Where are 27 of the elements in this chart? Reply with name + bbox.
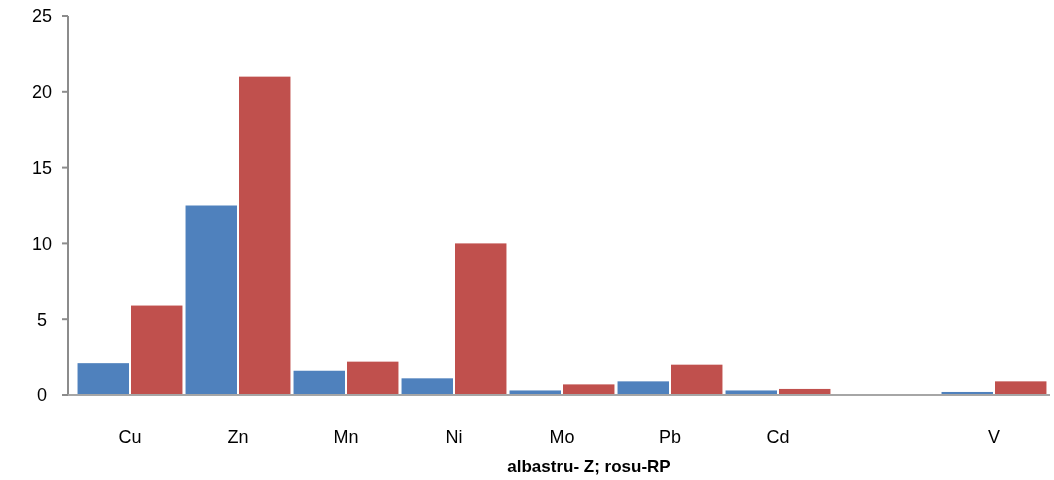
x-tick-label: Cu <box>118 427 142 448</box>
bar <box>995 381 1047 395</box>
bar <box>185 205 237 395</box>
y-tick-label: 15 <box>31 157 53 178</box>
bar <box>455 243 507 395</box>
x-tick-label: Ni <box>445 427 463 448</box>
x-tick-label: Mo <box>549 427 575 448</box>
bar <box>401 378 453 395</box>
y-tick-label: 20 <box>31 82 53 103</box>
y-tick-label: 25 <box>31 6 53 27</box>
x-axis-title: albastru- Z; rosu-RP <box>507 456 671 476</box>
bar <box>563 384 615 395</box>
y-tick-label: 10 <box>31 233 53 254</box>
x-tick-label: Mn <box>333 427 359 448</box>
x-tick-label: V <box>987 427 1001 448</box>
bar <box>347 361 399 395</box>
bar <box>293 370 345 395</box>
bar <box>617 381 669 395</box>
bar <box>239 76 291 395</box>
bar <box>77 363 129 395</box>
bar <box>131 305 183 395</box>
x-tick-label: Pb <box>658 427 682 448</box>
y-tick-label: 0 <box>36 385 48 406</box>
bar <box>671 364 723 395</box>
x-tick-label: Cd <box>766 427 790 448</box>
x-tick-label: Zn <box>227 427 249 448</box>
y-tick-label: 5 <box>36 309 48 330</box>
